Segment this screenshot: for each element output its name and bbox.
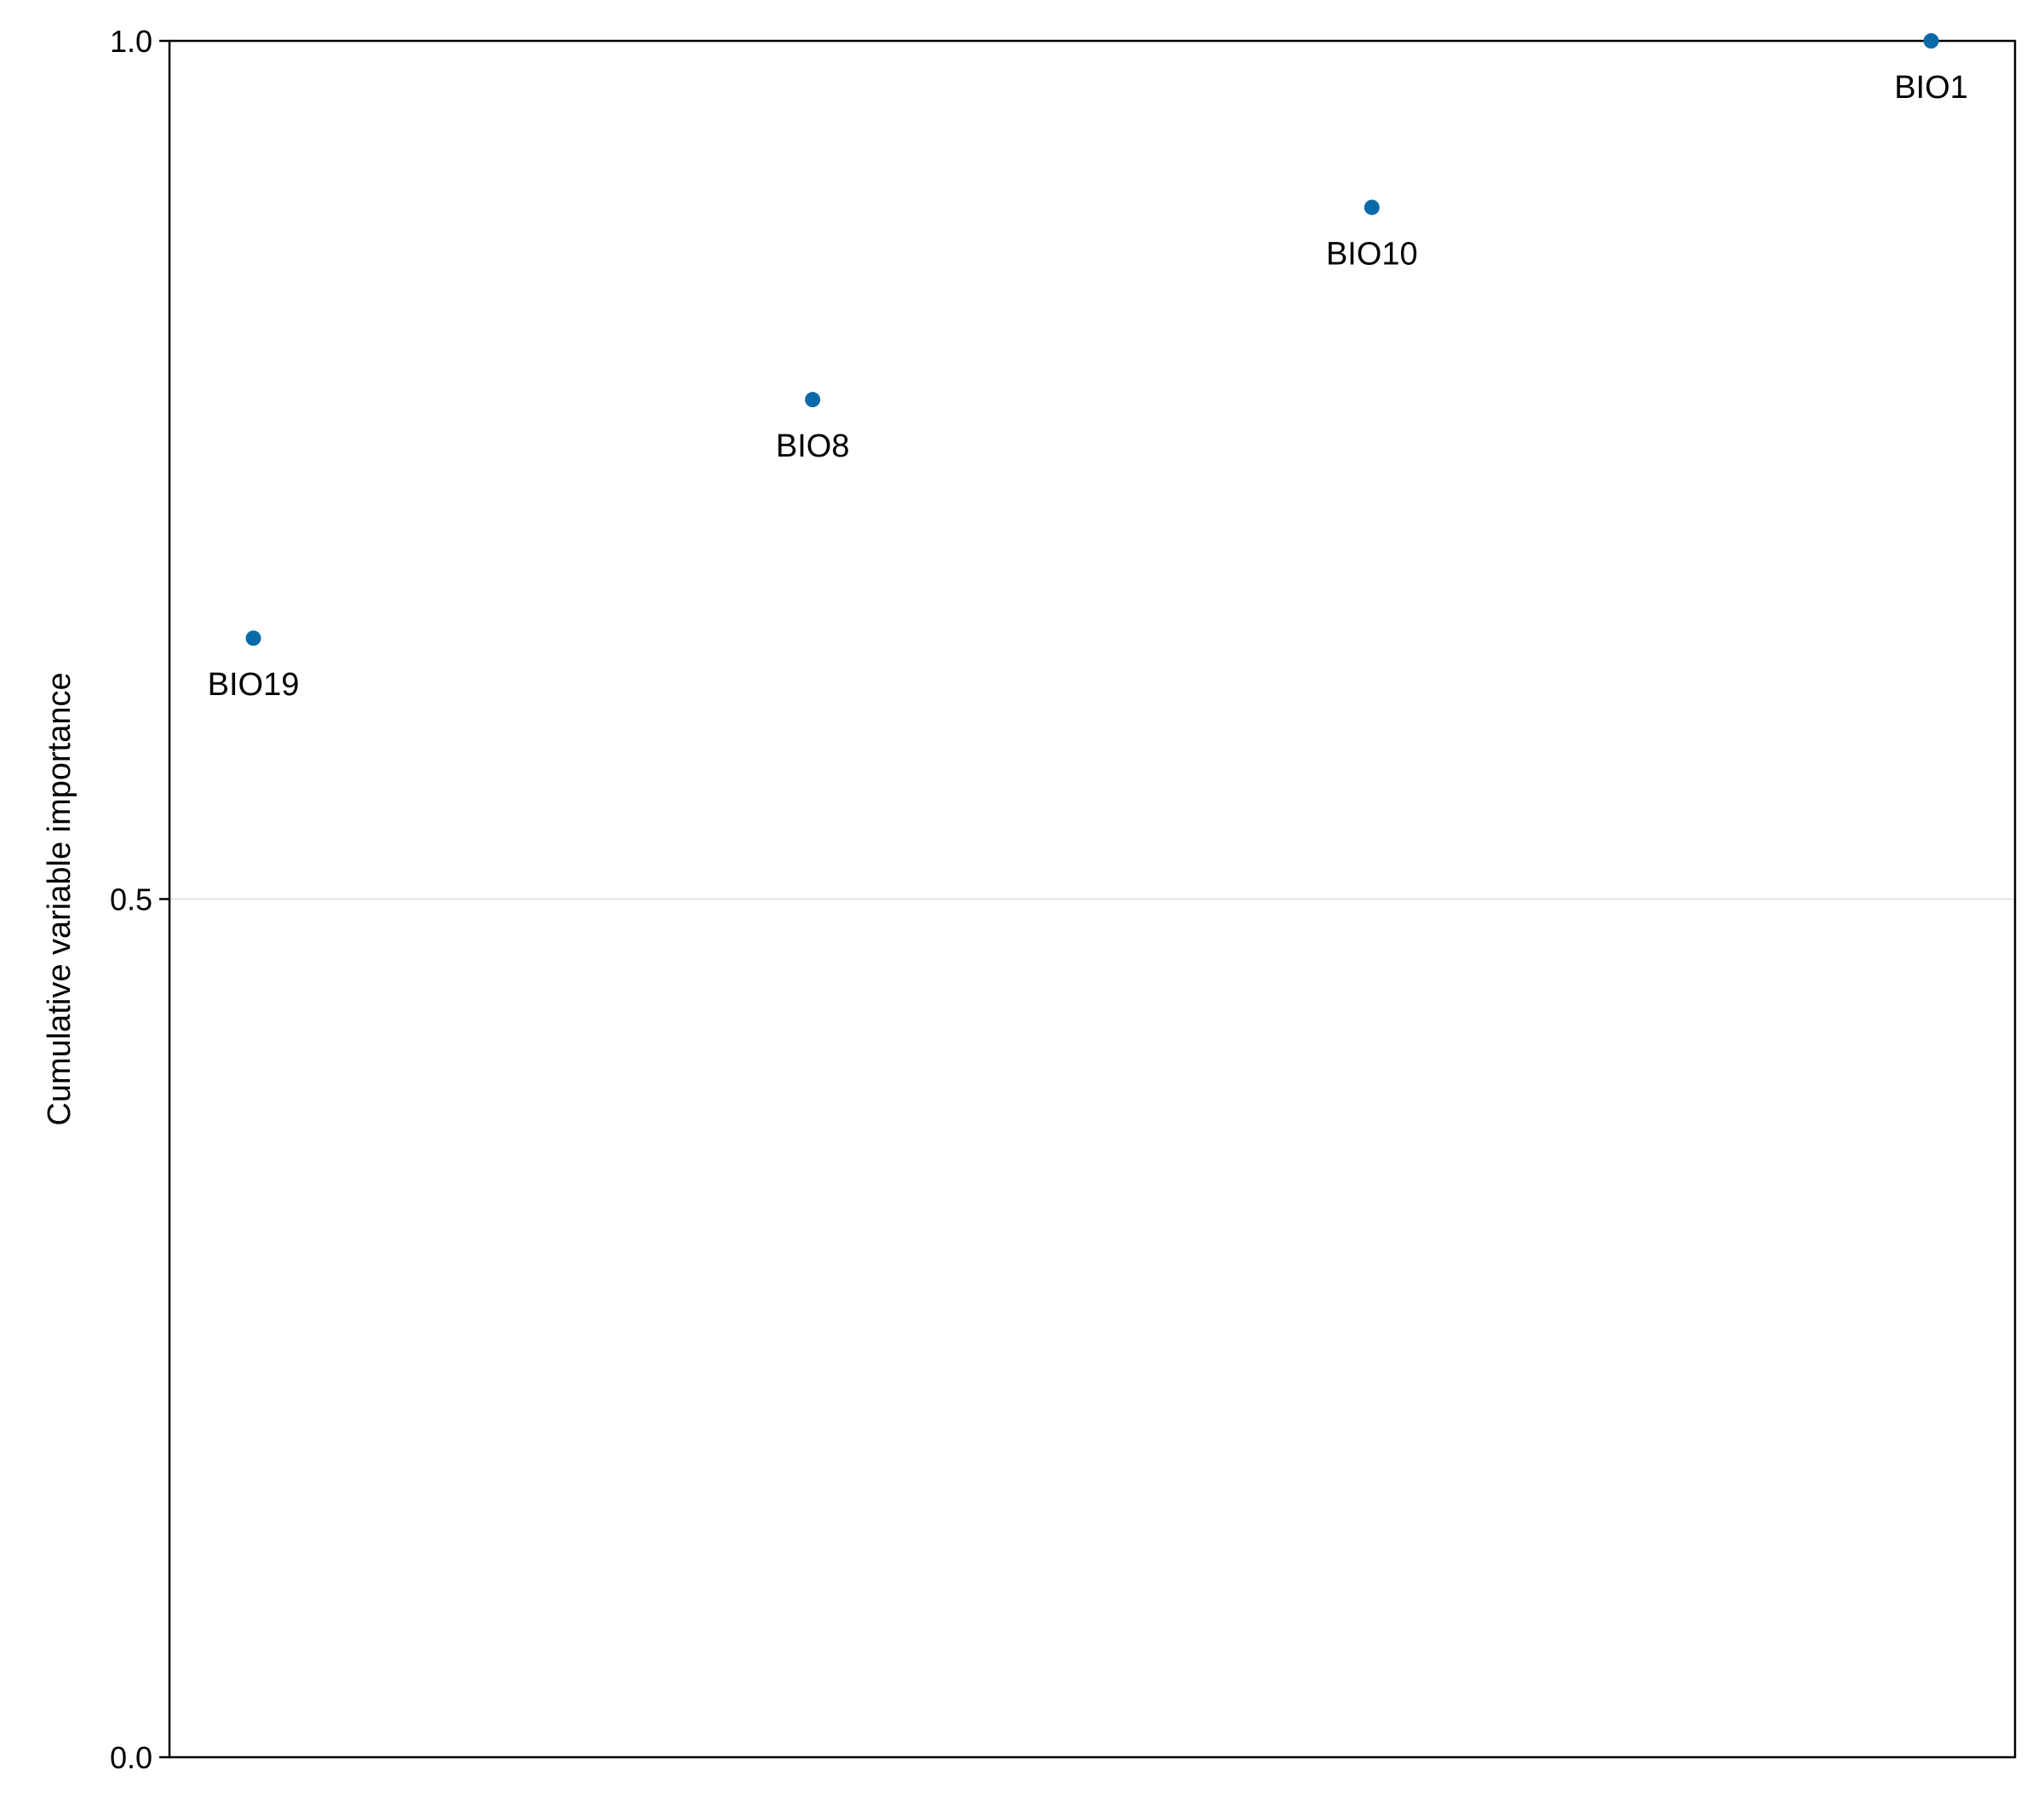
point-label-bio10: BIO10 (1326, 236, 1418, 272)
gridlines (169, 40, 2015, 1758)
point-labels: BIO19 BIO8 BIO10 BIO1 (208, 70, 1968, 703)
data-points (245, 33, 1939, 647)
point-label-bio1: BIO1 (1894, 70, 1968, 106)
data-point-bio8 (805, 392, 821, 408)
point-label-bio19: BIO19 (208, 667, 300, 703)
y-tick-label-2: 1.0 (110, 24, 152, 59)
y-axis-ticks: 0.0 0.5 1.0 (110, 24, 169, 1775)
data-point-bio10 (1364, 199, 1380, 216)
data-point-bio19 (245, 630, 261, 647)
y-axis-label: Cumulative variable importance (42, 672, 78, 1125)
data-point-bio1 (1923, 33, 1939, 49)
y-tick-label-1: 0.5 (110, 882, 152, 917)
y-tick-label-0: 0.0 (110, 1740, 152, 1775)
point-label-bio8: BIO8 (776, 428, 850, 464)
